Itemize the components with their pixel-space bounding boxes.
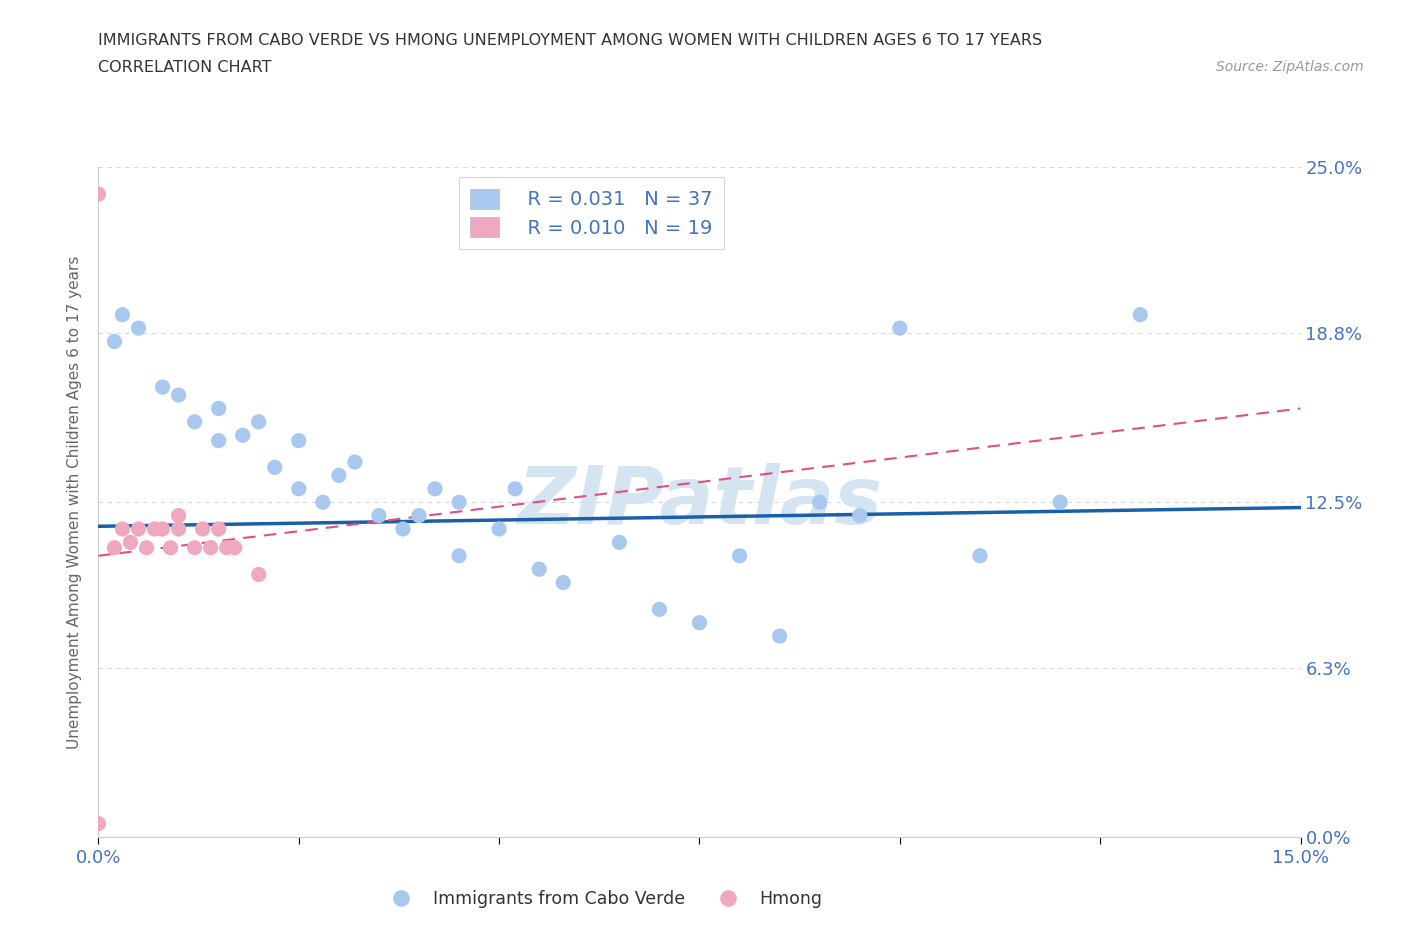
- Point: [128, 522, 150, 537]
- Text: Source: ZipAtlas.com: Source: ZipAtlas.com: [1216, 60, 1364, 74]
- Point: [312, 495, 335, 510]
- Point: [215, 540, 238, 555]
- Point: [423, 482, 446, 497]
- Point: [503, 482, 526, 497]
- Point: [183, 540, 205, 555]
- Point: [288, 482, 311, 497]
- Point: [808, 495, 831, 510]
- Point: [1049, 495, 1071, 510]
- Point: [128, 321, 150, 336]
- Point: [247, 415, 270, 430]
- Point: [224, 540, 246, 555]
- Point: [263, 460, 285, 475]
- Legend: Immigrants from Cabo Verde, Hmong: Immigrants from Cabo Verde, Hmong: [377, 884, 830, 915]
- Point: [408, 508, 430, 523]
- Point: [208, 433, 231, 448]
- Point: [288, 433, 311, 448]
- Point: [889, 321, 911, 336]
- Point: [1129, 307, 1152, 322]
- Point: [232, 428, 254, 443]
- Point: [103, 334, 125, 349]
- Point: [167, 388, 190, 403]
- Point: [208, 401, 231, 416]
- Point: [208, 522, 231, 537]
- Point: [343, 455, 366, 470]
- Point: [447, 495, 470, 510]
- Point: [728, 549, 751, 564]
- Point: [167, 522, 190, 537]
- Point: [183, 415, 205, 430]
- Point: [969, 549, 991, 564]
- Point: [609, 535, 631, 550]
- Text: IMMIGRANTS FROM CABO VERDE VS HMONG UNEMPLOYMENT AMONG WOMEN WITH CHILDREN AGES : IMMIGRANTS FROM CABO VERDE VS HMONG UNEM…: [98, 33, 1042, 47]
- Point: [159, 540, 181, 555]
- Point: [447, 549, 470, 564]
- Point: [87, 817, 110, 831]
- Point: [849, 508, 872, 523]
- Text: ZIPatlas: ZIPatlas: [517, 463, 882, 541]
- Point: [689, 616, 711, 631]
- Point: [392, 522, 415, 537]
- Point: [120, 535, 142, 550]
- Point: [529, 562, 551, 577]
- Point: [143, 522, 166, 537]
- Point: [328, 468, 350, 483]
- Point: [553, 575, 575, 590]
- Point: [648, 602, 671, 617]
- Point: [200, 540, 222, 555]
- Point: [191, 522, 214, 537]
- Point: [368, 508, 391, 523]
- Point: [488, 522, 510, 537]
- Point: [167, 508, 190, 523]
- Point: [87, 187, 110, 202]
- Text: CORRELATION CHART: CORRELATION CHART: [98, 60, 271, 75]
- Y-axis label: Unemployment Among Women with Children Ages 6 to 17 years: Unemployment Among Women with Children A…: [67, 256, 83, 749]
- Point: [152, 379, 174, 394]
- Point: [247, 567, 270, 582]
- Point: [103, 540, 125, 555]
- Point: [111, 307, 134, 322]
- Point: [135, 540, 157, 555]
- Point: [111, 522, 134, 537]
- Point: [152, 522, 174, 537]
- Point: [769, 629, 792, 644]
